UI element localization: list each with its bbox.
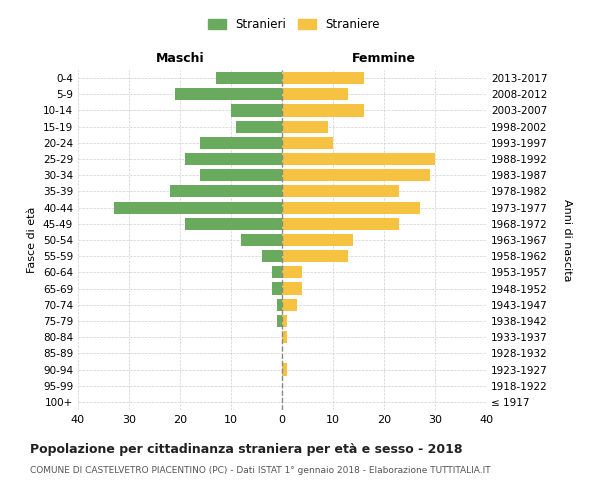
Legend: Stranieri, Straniere: Stranieri, Straniere: [203, 14, 385, 36]
Bar: [282, 315, 287, 327]
Bar: [200, 169, 282, 181]
Bar: [170, 186, 282, 198]
Bar: [282, 266, 302, 278]
Bar: [236, 120, 282, 132]
Bar: [282, 202, 420, 213]
Bar: [282, 234, 353, 246]
Bar: [277, 315, 282, 327]
Bar: [282, 186, 400, 198]
Bar: [185, 218, 282, 230]
Bar: [231, 104, 282, 117]
Bar: [216, 72, 282, 84]
Bar: [200, 137, 282, 149]
Text: Popolazione per cittadinanza straniera per età e sesso - 2018: Popolazione per cittadinanza straniera p…: [30, 442, 463, 456]
Y-axis label: Fasce di età: Fasce di età: [28, 207, 37, 273]
Bar: [282, 282, 302, 294]
Bar: [277, 298, 282, 311]
Bar: [282, 250, 349, 262]
Bar: [282, 137, 333, 149]
Bar: [282, 120, 328, 132]
Bar: [282, 88, 349, 101]
Text: Maschi: Maschi: [155, 52, 205, 65]
Bar: [272, 266, 282, 278]
Bar: [282, 218, 400, 230]
Bar: [175, 88, 282, 101]
Y-axis label: Anni di nascita: Anni di nascita: [562, 198, 572, 281]
Bar: [282, 153, 435, 165]
Bar: [282, 72, 364, 84]
Bar: [282, 169, 430, 181]
Bar: [272, 282, 282, 294]
Bar: [282, 298, 298, 311]
Bar: [241, 234, 282, 246]
Bar: [114, 202, 282, 213]
Text: Femmine: Femmine: [352, 52, 416, 65]
Bar: [282, 104, 364, 117]
Bar: [282, 331, 287, 343]
Text: COMUNE DI CASTELVETRO PIACENTINO (PC) - Dati ISTAT 1° gennaio 2018 - Elaborazion: COMUNE DI CASTELVETRO PIACENTINO (PC) - …: [30, 466, 491, 475]
Bar: [262, 250, 282, 262]
Bar: [185, 153, 282, 165]
Bar: [282, 364, 287, 376]
